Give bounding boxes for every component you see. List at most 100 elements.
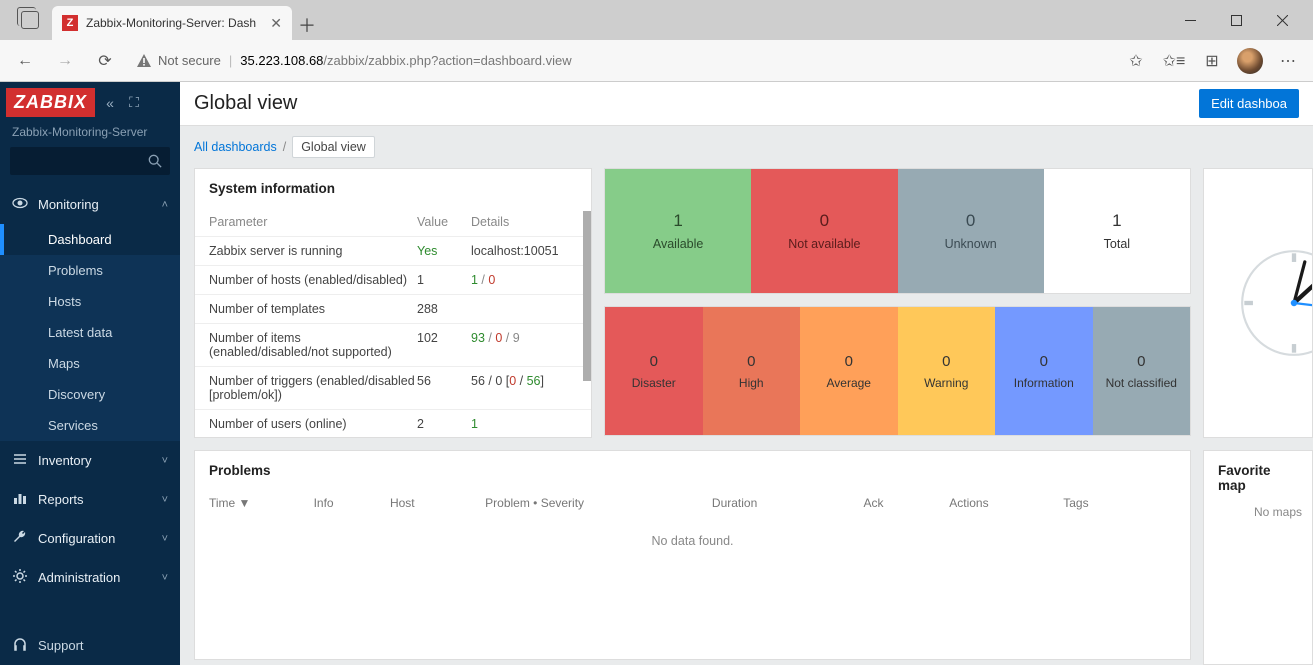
table-row: Number of triggers (enabled/disabled [pr…	[195, 366, 591, 409]
sidebar-item-latest-data[interactable]: Latest data	[0, 317, 180, 348]
col-value: Value	[417, 215, 471, 229]
col-ack[interactable]: Ack	[863, 496, 929, 510]
forward-button: →	[48, 44, 82, 78]
page-title: Global view	[194, 92, 297, 115]
col-details: Details	[471, 215, 577, 229]
edit-dashboard-button[interactable]: Edit dashboa	[1199, 89, 1299, 118]
sidebar-item-services[interactable]: Services	[0, 410, 180, 441]
availability-unknown[interactable]: 0Unknown	[898, 169, 1044, 293]
sidebar-item-problems[interactable]: Problems	[0, 255, 180, 286]
nav-section-reports[interactable]: Reports˅	[0, 480, 180, 519]
chevron-down-icon: ˅	[162, 533, 168, 545]
nav-section-label: Administration	[38, 570, 120, 585]
more-icon[interactable]: ⋯	[1271, 44, 1305, 78]
count: 0	[845, 353, 853, 370]
close-tab-icon[interactable]: ✕	[270, 15, 282, 32]
nav-section-label: Monitoring	[38, 197, 99, 212]
clock-icon	[1240, 228, 1313, 378]
address-bar[interactable]: Not secure | 35.223.108.68/zabbix/zabbix…	[128, 46, 1113, 76]
system-information-widget: System information ParameterValueDetails…	[194, 168, 592, 438]
count: 1	[1112, 211, 1121, 231]
label: Average	[827, 376, 871, 390]
table-row: Number of templates288	[195, 294, 591, 323]
nav-section-label: Configuration	[38, 531, 115, 546]
chevron-up-icon: ˄	[162, 199, 168, 211]
gear-icon	[12, 568, 28, 587]
minimize-icon[interactable]	[1167, 0, 1213, 40]
window-controls	[1167, 0, 1305, 40]
col-tags[interactable]: Tags	[1063, 496, 1176, 510]
breadcrumb-all-dashboards[interactable]: All dashboards	[194, 140, 277, 154]
browser-tab[interactable]: Z Zabbix-Monitoring-Server: Dash ✕	[52, 6, 292, 40]
col-actions[interactable]: Actions	[949, 496, 1043, 510]
sidebar-item-maps[interactable]: Maps	[0, 348, 180, 379]
sidebar: ZABBIX « ⛶ Zabbix-Monitoring-Server Moni…	[0, 82, 180, 665]
widget-title: System information	[195, 169, 591, 208]
sidebar-item-dashboard[interactable]: Dashboard	[0, 224, 180, 255]
label: Unknown	[945, 237, 997, 251]
table-row: Number of users (online)21	[195, 409, 591, 437]
col-time-[interactable]: Time ▼	[209, 496, 294, 510]
url-text: 35.223.108.68/zabbix/zabbix.php?action=d…	[240, 53, 571, 68]
bar-icon	[12, 490, 28, 509]
search-input[interactable]	[10, 147, 170, 175]
close-window-icon[interactable]	[1259, 0, 1305, 40]
tab-actions-icon[interactable]	[8, 0, 52, 40]
widget-title: Problems	[195, 451, 1190, 490]
nav-section-monitoring[interactable]: Monitoring ˄	[0, 185, 180, 224]
severity-not-classified[interactable]: 0Not classified	[1093, 307, 1191, 435]
availability-not-available[interactable]: 0Not available	[751, 169, 897, 293]
nav-section-inventory[interactable]: Inventory˅	[0, 441, 180, 480]
severity-information[interactable]: 0Information	[995, 307, 1093, 435]
label: Warning	[924, 376, 968, 390]
profile-avatar[interactable]	[1233, 44, 1267, 78]
security-indicator[interactable]: Not secure	[136, 53, 221, 69]
availability-total[interactable]: 1Total	[1044, 169, 1190, 293]
wrench-icon	[12, 529, 28, 548]
search-icon	[148, 154, 162, 168]
severity-warning[interactable]: 0Warning	[898, 307, 996, 435]
sidebar-item-discovery[interactable]: Discovery	[0, 379, 180, 410]
collections-icon[interactable]: ⊞	[1195, 44, 1229, 78]
nav-section-configuration[interactable]: Configuration ˅	[0, 519, 180, 558]
back-button[interactable]: ←	[8, 44, 42, 78]
col-parameter: Parameter	[209, 215, 417, 229]
count: 1	[673, 211, 682, 231]
maximize-icon[interactable]	[1213, 0, 1259, 40]
collapse-sidebar-icon[interactable]: «	[101, 95, 119, 111]
list-icon	[12, 451, 28, 470]
col-host[interactable]: Host	[390, 496, 465, 510]
severity-average[interactable]: 0 Average	[800, 307, 898, 435]
nav-section-label: Inventory	[38, 453, 91, 468]
sidebar-item-hosts[interactable]: Hosts	[0, 286, 180, 317]
favorite-icon[interactable]: ✩	[1119, 44, 1153, 78]
availability-available[interactable]: 1 Available	[605, 169, 751, 293]
severity-high[interactable]: 0High	[703, 307, 801, 435]
clock-widget	[1203, 168, 1313, 438]
logo[interactable]: ZABBIX	[6, 88, 95, 117]
breadcrumb: All dashboards / Global view	[180, 126, 1313, 168]
refresh-button[interactable]: ⟳	[88, 44, 122, 78]
table-row: Zabbix server is runningYeslocalhost:100…	[195, 236, 591, 265]
chevron-down-icon: ˅	[162, 494, 168, 506]
new-tab-button[interactable]: ＋	[292, 10, 322, 40]
severity-disaster[interactable]: 0Disaster	[605, 307, 703, 435]
col-duration[interactable]: Duration	[712, 496, 844, 510]
breadcrumb-current[interactable]: Global view	[292, 136, 375, 158]
no-maps-message: No maps	[1204, 505, 1312, 519]
favorite-maps-widget: Favorite map No maps	[1203, 450, 1313, 665]
favorites-bar-icon[interactable]: ✩≡	[1157, 44, 1191, 78]
label: Not classified	[1106, 376, 1177, 390]
scrollbar[interactable]	[583, 211, 591, 381]
main-content: Global view Edit dashboa All dashboards …	[180, 82, 1313, 665]
support-link[interactable]: Support	[0, 625, 180, 665]
nav-section-administration[interactable]: Administration˅	[0, 558, 180, 597]
col-problem-severity[interactable]: Problem • Severity	[485, 496, 692, 510]
col-info[interactable]: Info	[314, 496, 370, 510]
problems-by-severity-widget: 0Disaster0High 0 Average 0Warning0Informati…	[604, 306, 1191, 436]
label: Available	[653, 237, 704, 251]
kiosk-mode-icon[interactable]: ⛶	[125, 94, 143, 111]
warning-icon	[136, 53, 152, 69]
no-data-message: No data found.	[195, 516, 1190, 566]
label: High	[739, 376, 764, 390]
